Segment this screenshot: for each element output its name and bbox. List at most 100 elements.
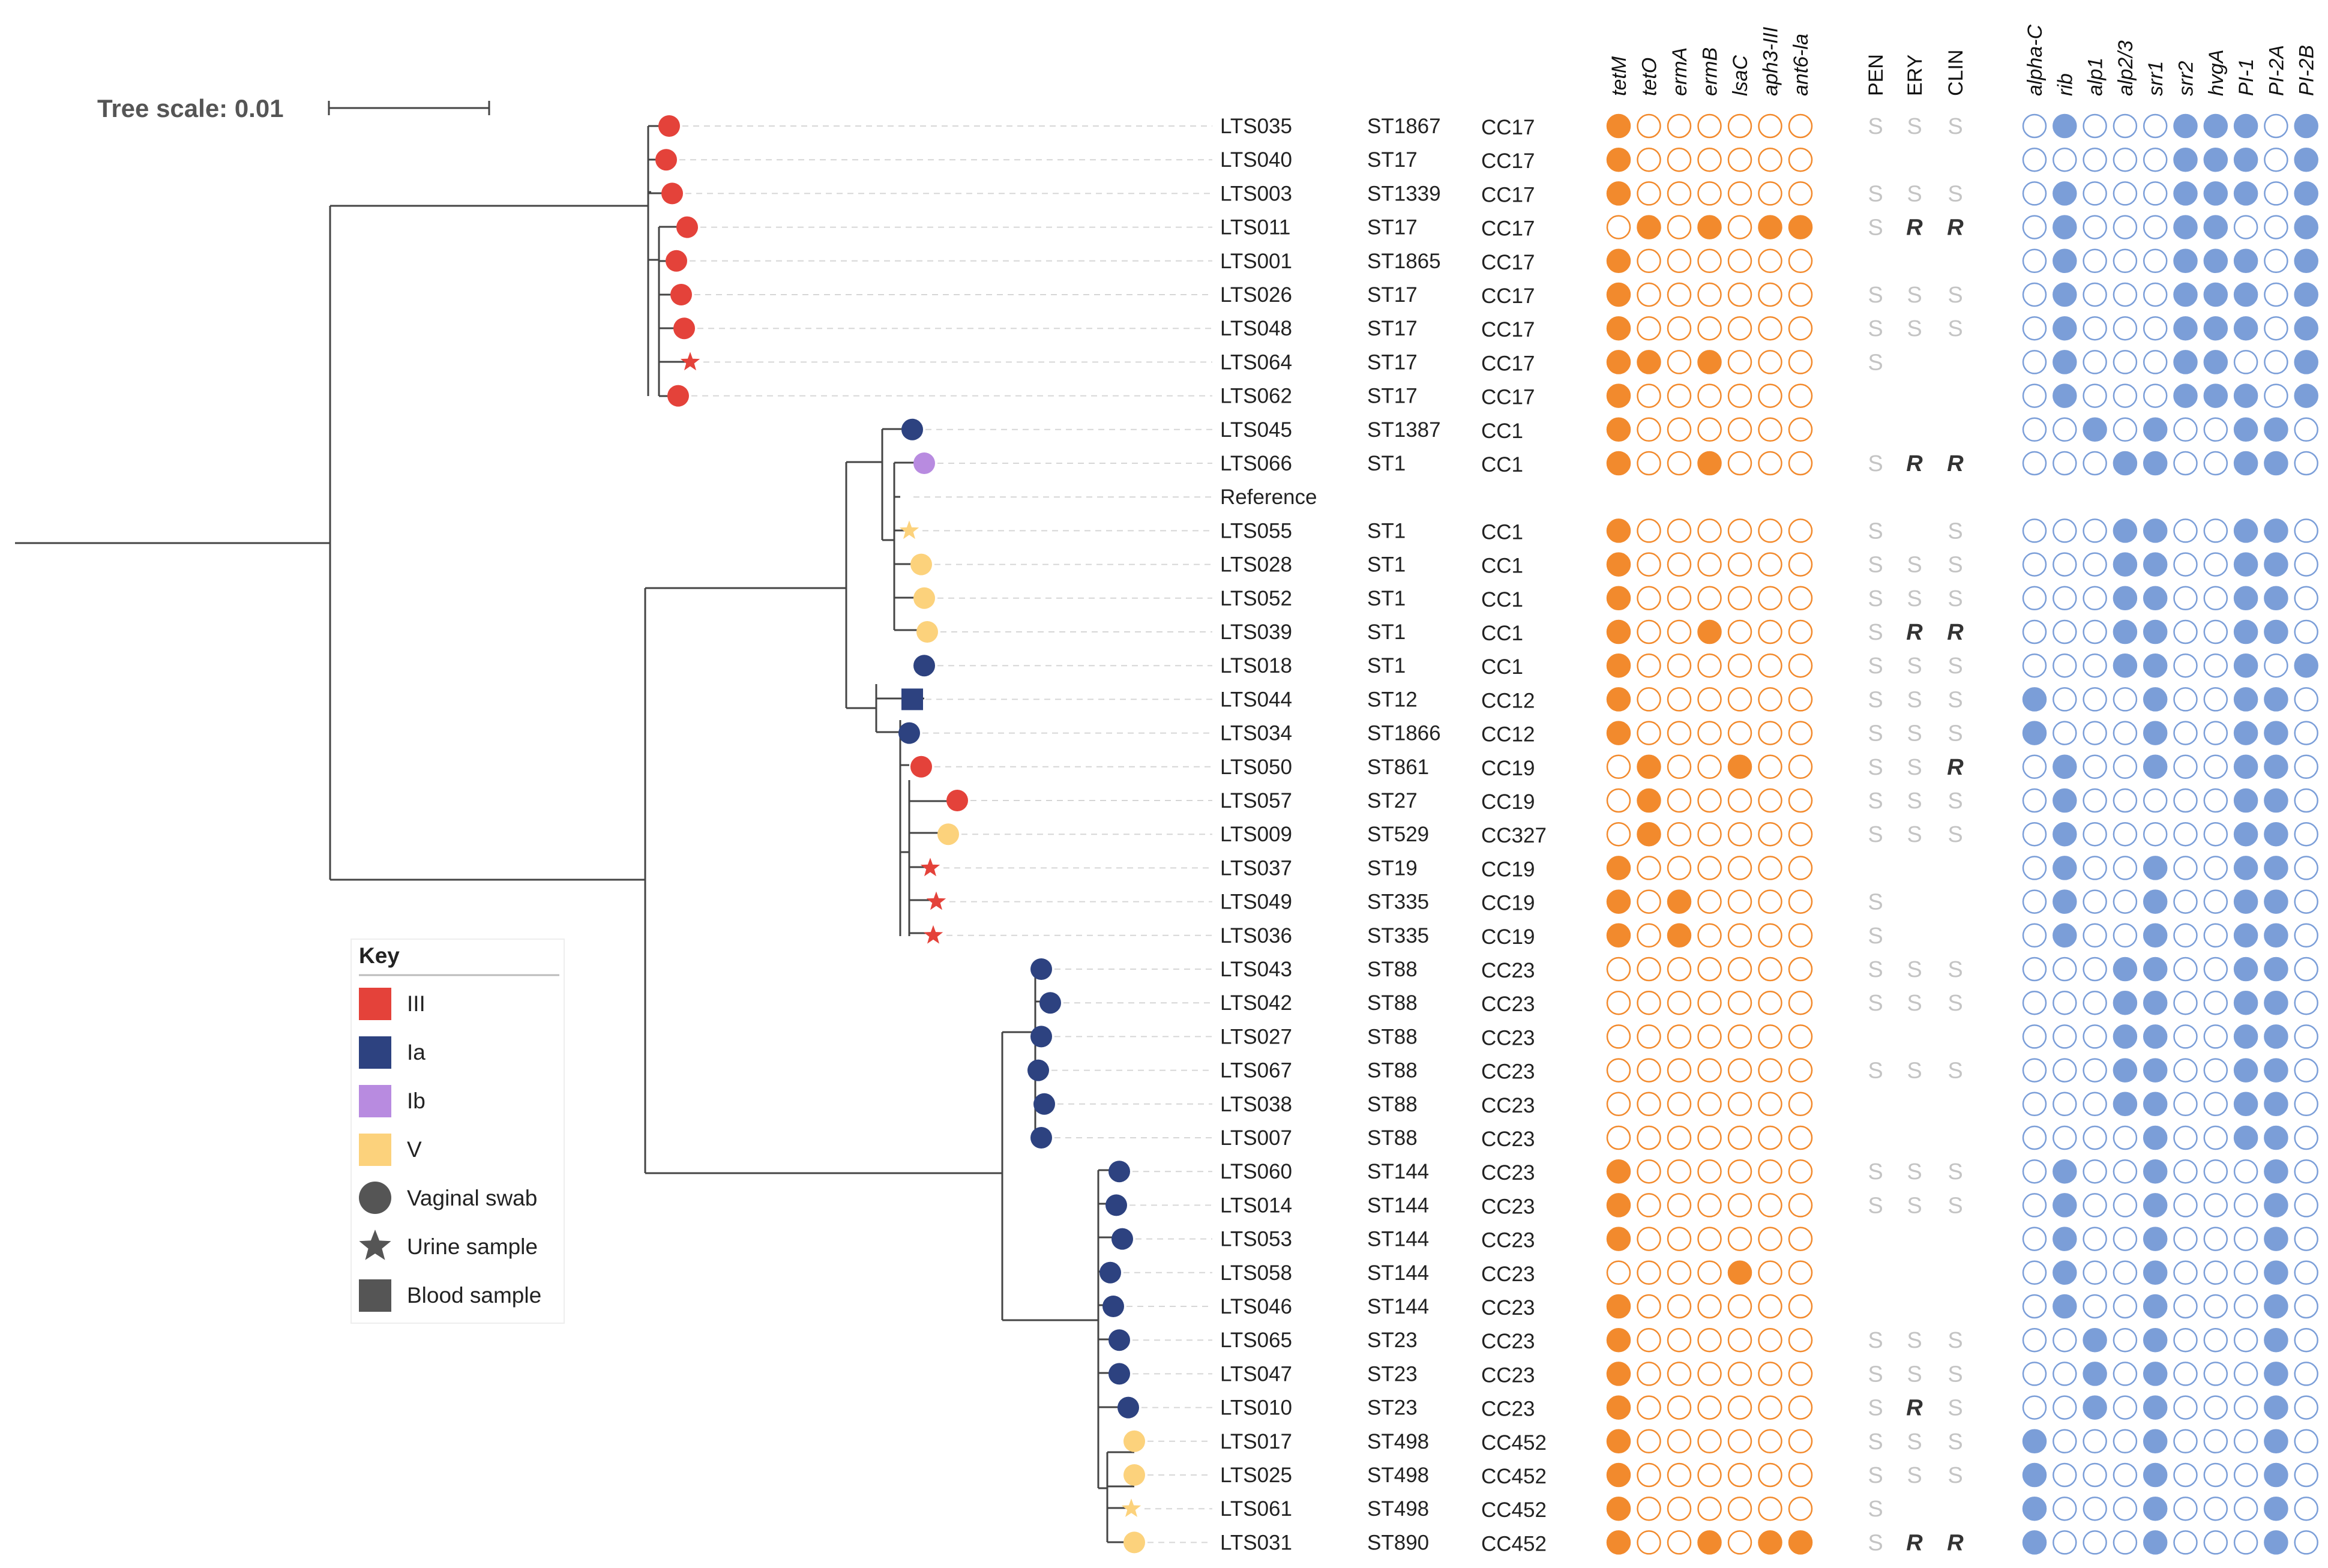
virulence-PI-1-marker [2233,957,2258,982]
virulence-PI-2A-marker [2264,990,2288,1015]
gene-ant6-la-marker [1788,923,1813,948]
resistance-PEN-value: S [1868,451,1883,476]
virulence-alp2/3-marker [2113,687,2138,712]
resistance-CLIN-value: S [1948,114,1963,139]
virulence-PI-2B-marker [2294,1227,2318,1251]
virulence-srr1-marker [2143,586,2168,611]
virulence-alp1-marker [2083,687,2107,712]
sequence-type: ST1339 [1367,182,1441,205]
virulence-PI-2B-marker [2294,822,2318,847]
virulence-hvgA-marker [2203,1327,2228,1353]
gene-aph3-III-marker [1758,586,1782,611]
virulence-rib-marker [2053,721,2077,745]
gene-tetO-marker [1637,282,1661,307]
virulence-PI-2A-marker [2264,1362,2288,1386]
gene-tetM-marker [1606,619,1631,644]
virulence-header-alp2-3: alp2/3 [2114,40,2137,96]
virulence-PI-2A-marker [2264,147,2288,172]
virulence-alp1-marker [2083,889,2107,914]
virulence-srr2-marker [2173,923,2198,948]
virulence-PI-2A-marker [2264,1327,2288,1353]
virulence-srr2-marker [2173,653,2198,678]
gene-tetM-marker [1606,822,1631,847]
clonal-complex: CC1 [1481,520,1523,544]
virulence-alp2/3-marker [2113,619,2138,644]
isolate-id: LTS009 [1220,823,1292,846]
gene-ermA-marker [1667,1362,1692,1386]
virulence-rib-marker [2053,788,2077,813]
gene-ant6-la-marker [1788,147,1813,172]
gene-ermB-marker [1697,1058,1722,1083]
isolate-id: LTS028 [1220,553,1292,577]
resistance-CLIN-value: S [1948,1429,1963,1455]
gene-aph3-III-marker [1758,1193,1782,1218]
gene-lsaC-marker [1727,957,1752,982]
gene-ant6-la-marker [1788,552,1813,577]
gene-tetM-marker [1606,754,1631,779]
virulence-header-srr2: srr2 [2175,61,2198,96]
virulence-PI-2A-marker [2264,788,2288,813]
virulence-PI-2B-marker [2294,1193,2318,1218]
virulence-rib-marker [2053,1429,2077,1454]
virulence-alpha-C-marker [2022,721,2047,745]
resistance-PEN-value: S [1868,181,1883,206]
virulence-PI-2B-marker [2294,518,2318,543]
virulence-PI-2B-marker [2294,889,2318,914]
gene-aph3-III-marker [1758,1530,1782,1555]
gene-tetM-marker [1606,990,1631,1015]
virulence-srr1-marker [2143,1193,2168,1218]
gene-tetM-marker [1606,1193,1631,1218]
virulence-PI-1-marker [2233,721,2258,745]
isolate-id: LTS036 [1220,924,1292,948]
gene-ermA-marker [1667,1395,1692,1420]
gene-tetO-marker [1637,687,1661,712]
sequence-type: ST19 [1367,856,1418,880]
virulence-PI-2A-marker [2264,822,2288,847]
isolate-id: LTS001 [1220,250,1292,273]
sequence-type: ST17 [1367,317,1418,340]
gene-ermB-marker [1697,147,1722,172]
virulence-alpha-C-marker [2022,1159,2047,1184]
resistance-PEN-value: S [1868,687,1883,712]
virulence-srr2-marker [2173,181,2198,206]
tree-scale-bar [328,101,490,115]
gene-aph3-III-marker [1758,181,1782,206]
key-item-label: Vaginal swab [407,1186,537,1210]
resistance-CLIN-value: S [1948,721,1963,746]
gene-tetM-marker [1606,451,1631,476]
gene-aph3-III-marker [1758,721,1782,745]
gene-aph3-III-marker [1758,1092,1782,1117]
isolate-id: LTS031 [1220,1531,1292,1554]
resistance-ERY-value: S [1907,1463,1922,1488]
key-swatch-square [359,988,391,1020]
resistance-PEN-value: S [1868,721,1883,746]
resistance-ERY-value: R [1906,451,1923,476]
gene-ermB-marker [1697,889,1722,914]
virulence-PI-2B-marker [2294,990,2318,1015]
clonal-complex: CC1 [1481,655,1523,679]
virulence-PI-2A-marker [2264,856,2288,880]
gene-ermA-marker [1667,1227,1692,1251]
virulence-srr1-marker [2143,822,2168,847]
sequence-type: ST88 [1367,991,1418,1015]
virulence-header-hvgA: hvgA [2205,50,2228,97]
resistance-ERY-value: S [1907,721,1922,746]
virulence-srr2-marker [2173,687,2198,712]
tip-vaginal-swab-marker [913,452,935,474]
tip-blood-square-marker [901,688,923,710]
virulence-PI-2A-marker [2264,1260,2288,1285]
isolate-id: LTS042 [1220,991,1292,1015]
tip-urine-star-marker [680,352,700,371]
gene-ermB-marker [1697,586,1722,611]
virulence-srr2-marker [2173,1362,2198,1386]
tip-vaginal-swab-marker [937,823,959,846]
resistance-CLIN-value: S [1948,789,1963,814]
isolate-id: LTS045 [1220,418,1292,442]
gene-tetO-marker [1637,1496,1661,1521]
gene-ermA-marker [1667,1496,1692,1521]
virulence-srr2-marker [2173,518,2198,543]
virulence-srr1-marker [2143,619,2168,644]
virulence-alpha-C-marker [2022,1530,2047,1555]
virulence-srr1-marker [2143,248,2168,274]
